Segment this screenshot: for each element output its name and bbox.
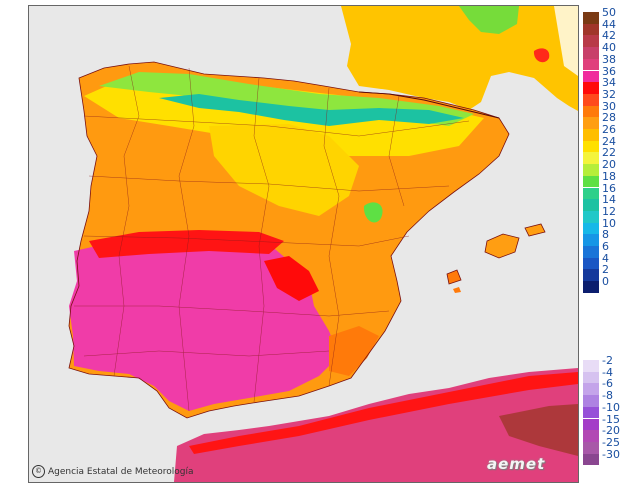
legend-swatch [583,234,599,246]
coastlines [68,61,546,419]
legend-label: -2 [602,354,613,367]
legend-swatch [583,371,599,384]
south-hot-zone [69,236,339,411]
la-mancha-hot-spot [264,256,319,301]
legend-label: 16 [602,181,616,195]
france-north-green [459,6,519,34]
credit-line: © Agencia Estatal de Meteorología [32,465,194,478]
legend-swatch [583,12,599,24]
copyright-icon: © [32,465,45,478]
legend-label: -20 [602,424,620,438]
legend-swatch [583,246,599,258]
legend-label: 4 [602,251,609,265]
map-canvas [29,6,578,482]
legend-label: 32 [602,87,616,101]
legend-swatch [583,58,599,71]
legend-label: 6 [602,240,609,253]
formentera-island [453,287,461,293]
legend-swatch [583,269,599,282]
legend-label: 40 [602,41,616,55]
legend-label: 34 [602,76,616,90]
legend-swatch [583,140,599,153]
legend-label: 10 [602,216,616,230]
north-africa-coast-red [189,372,578,454]
legend-swatch [583,129,599,141]
legend-swatch [583,360,599,372]
atlas-interior [499,404,578,456]
legend-swatch [583,187,599,200]
legend-swatch [583,406,599,419]
legend-swatch [583,70,599,83]
legend-label: 30 [602,99,616,113]
pyrenees-border [358,91,500,119]
legend-swatch [583,35,599,48]
legend-swatch [583,453,599,466]
legend-label: 22 [602,146,616,160]
legend-swatch [583,222,599,235]
legend-label: 38 [602,52,616,66]
legend-swatch [583,210,599,223]
legend-label: 18 [602,169,616,183]
legend-label: 14 [602,193,616,207]
legend-swatch [583,152,599,165]
legend-label: 42 [602,29,616,43]
france-pale-east [554,6,578,76]
legend-swatch [583,281,599,293]
temperature-map [28,5,579,483]
legend-label: 50 [602,6,616,19]
legend-label: -10 [602,400,620,414]
southeast-coast-warm [329,326,379,376]
province-borders [74,65,470,412]
mallorca-island [485,234,519,258]
legend-swatch [583,383,599,396]
legend-label: 28 [602,111,616,125]
legend-label: 20 [602,158,616,172]
legend-swatch [583,418,599,431]
legend-swatch [583,430,599,442]
legend-label: 26 [602,123,616,136]
legend-label: -30 [602,447,620,461]
legend-label: -15 [602,412,620,426]
legend-label: 24 [602,134,616,148]
france-hot-spot [533,48,550,63]
legend-swatch [583,47,599,59]
legend-label: 0 [602,275,609,289]
legend-label: -6 [602,377,613,391]
legend-swatch [583,82,599,94]
legend-swatch [583,199,599,211]
legend-swatch [583,117,599,129]
legend-label: 12 [602,204,616,218]
legend-swatch [583,105,599,118]
legend-label: 36 [602,64,616,78]
legend-swatch [583,395,599,407]
legend-label: 44 [602,17,616,31]
legend-label: 2 [602,263,609,277]
legend-swatch [583,257,599,270]
legend-label: -8 [602,389,613,403]
legend-swatch [583,441,599,454]
interior-yellow-zone [209,124,359,216]
france-landmass [341,6,578,111]
iberian-range-green [363,202,383,223]
legend-label: -25 [602,435,620,449]
legend-label: -4 [602,365,613,379]
aemet-logo: aemet [487,455,546,473]
legend-swatch [583,93,599,106]
legend-label: 8 [602,228,609,242]
legend-swatch [583,164,599,176]
ibiza-island [447,270,461,284]
credit-text: Agencia Estatal de Meteorología [48,466,194,477]
temperature-legend: 50 44 42 40 38 36 34 32 30 28 26 24 22 20 18 16 14 12 10 8 6… [583,7,629,488]
legend-swatch [583,23,599,36]
legend-swatch [583,175,599,188]
cantabrian-mountains [159,94,464,126]
